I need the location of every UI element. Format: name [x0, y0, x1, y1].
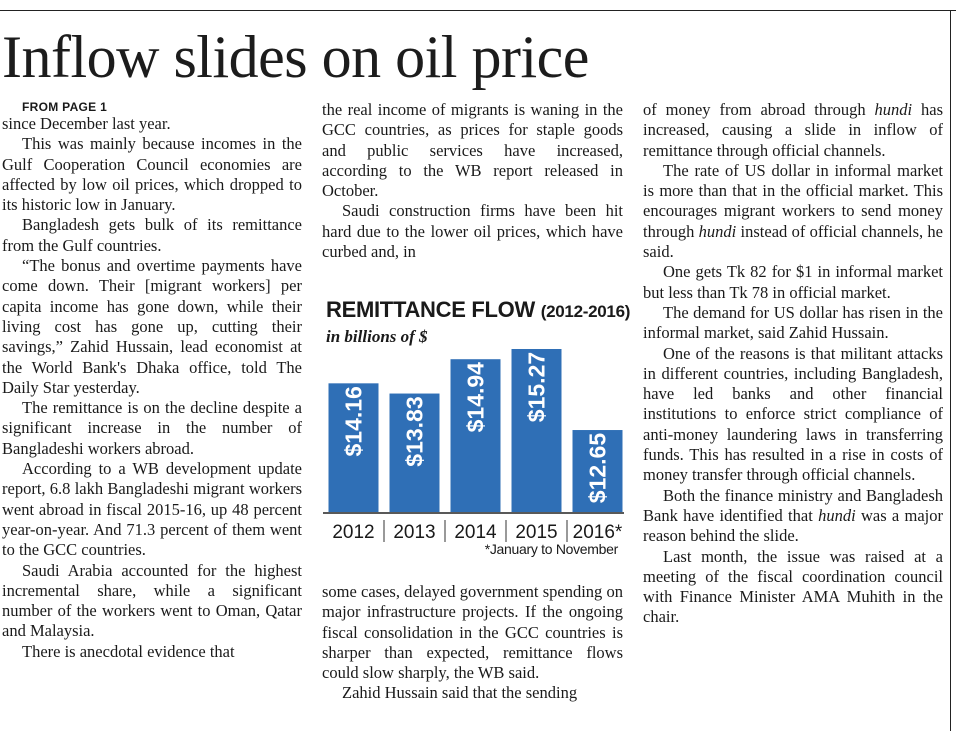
- column-2-bottom: some cases, delayed government spending …: [322, 582, 623, 704]
- text-span: instead of official channels, he said.: [643, 221, 943, 262]
- chart-subtitle: in billions of $: [326, 327, 428, 346]
- chart-footnote: *January to November: [484, 541, 619, 557]
- paragraph: There is anecdotal evidence that: [22, 641, 235, 661]
- paragraph: “The bonus and overtime payments have co…: [2, 256, 302, 397]
- paragraph: the real income of migrants is waning in…: [322, 100, 623, 201]
- text-span: The rate of US dollar in informal market…: [643, 160, 943, 241]
- bar-value-label: $14.94: [463, 362, 489, 433]
- chart-title: REMITTANCE FLOW (2012-2016): [326, 295, 630, 327]
- text-span: of money from abroad through: [643, 100, 875, 119]
- right-rule: [950, 10, 951, 731]
- paragraph: According to a WB development update rep…: [2, 459, 302, 560]
- bar-value-label: $15.27: [524, 352, 550, 422]
- paragraph: The remittance is on the decline despite…: [2, 398, 302, 458]
- paragraph: Zahid Hussain said that the sending: [342, 683, 578, 703]
- bar-2013: [389, 393, 440, 512]
- paragraph: Saudi Arabia accounted for the highest i…: [2, 560, 302, 641]
- paragraph: Saudi construction firms have been hit h…: [322, 201, 623, 262]
- paragraph: some cases, delayed government spending …: [322, 582, 623, 683]
- top-rule: [0, 10, 956, 11]
- category-label: 2016*: [573, 522, 623, 543]
- chart-title-years: (2012-2016): [540, 302, 631, 321]
- category-label: 2014: [454, 522, 497, 543]
- remittance-flow-chart: REMITTANCE FLOW (2012-2016) in billions …: [320, 292, 630, 567]
- chart-title-main: REMITTANCE FLOW: [326, 297, 535, 322]
- paragraph: Bangladesh gets bulk of its remittance f…: [2, 215, 302, 255]
- bar-2016: [572, 430, 623, 512]
- paragraph: since December last year.: [2, 114, 171, 133]
- paragraph: One gets Tk 82 for $1 in informal market…: [643, 262, 943, 302]
- column-1: FROM PAGE 1 since December last year. Th…: [2, 100, 302, 662]
- paragraph: of money from abroad through hundi has i…: [643, 100, 943, 161]
- emphasis: hundi: [818, 505, 856, 525]
- bar-value-label: $12.65: [585, 433, 611, 504]
- column-2-top: the real income of migrants is waning in…: [322, 100, 623, 262]
- bar-value-label: $14.16: [341, 386, 367, 456]
- text-span: was a major reason behind the slide.: [643, 505, 943, 546]
- emphasis: hundi: [874, 100, 913, 119]
- bar-2015: [511, 349, 562, 512]
- bar-2012: [328, 383, 379, 512]
- bar-2014: [450, 359, 501, 512]
- paragraph: Both the finance ministry and Bangladesh…: [643, 486, 943, 547]
- column-3: of money from abroad through hundi has i…: [643, 100, 943, 628]
- category-label: 2013: [393, 522, 435, 543]
- from-page-label: FROM PAGE 1: [22, 100, 108, 114]
- paragraph: One of the reasons is that militant atta…: [643, 343, 943, 485]
- text-span: has increased, causing a slide in inflow…: [643, 100, 943, 160]
- paragraph: The rate of US dollar in informal market…: [643, 161, 943, 262]
- paragraph: This was mainly because incomes in the G…: [2, 134, 302, 215]
- paragraph: Last month, the issue was raised at a me…: [643, 546, 943, 627]
- bar-value-label: $13.83: [402, 396, 428, 466]
- text-span: Both the finance ministry and Bangladesh…: [643, 485, 943, 525]
- emphasis: hundi: [698, 221, 737, 241]
- chart-plot: $14.16 2012 $13.83 2013 $14.94 2014 $15.27 2015…: [323, 349, 624, 543]
- paragraph: The demand for US dollar has risen in th…: [643, 302, 943, 343]
- category-label: 2012: [332, 522, 374, 543]
- category-label: 2015: [515, 522, 557, 543]
- headline: Inflow slides on oil price: [2, 24, 589, 90]
